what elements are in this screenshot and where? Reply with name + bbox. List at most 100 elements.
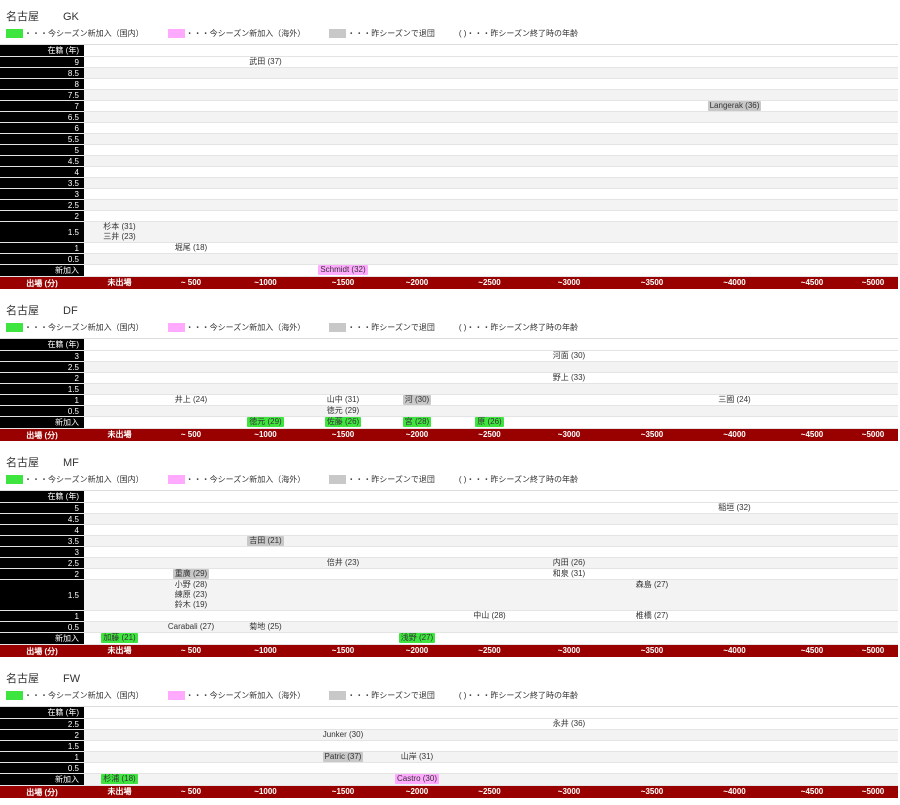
player-cell: 加藤 (21) bbox=[84, 633, 155, 643]
row-body bbox=[84, 763, 898, 773]
row-label: 1 bbox=[0, 395, 84, 405]
table-row: 7 Langerak (36) bbox=[0, 101, 898, 112]
player-cell: 浅野 (27) bbox=[382, 633, 452, 643]
table-row: 3.5 吉田 (21) bbox=[0, 536, 898, 547]
player-cell: Patric (37) bbox=[304, 752, 382, 762]
row-body: 河面 (30) bbox=[84, 351, 898, 361]
row-label: 3 bbox=[0, 189, 84, 199]
player-cell: 稲垣 (32) bbox=[718, 503, 751, 512]
header-row: 在籍 (年) bbox=[0, 339, 898, 351]
row-body bbox=[84, 112, 898, 122]
xaxis-label: ~2500 bbox=[478, 787, 501, 796]
player-cell: 三井 (23) bbox=[103, 232, 136, 241]
player-cell: Castro (30) bbox=[382, 774, 452, 784]
table-row: 4.5 bbox=[0, 156, 898, 167]
player-cell: 堀尾 (18) bbox=[174, 243, 208, 252]
row-label: 新加入 bbox=[0, 633, 84, 644]
row-body: 加藤 (21) 浅野 (27) bbox=[84, 633, 898, 644]
row-body bbox=[84, 254, 898, 264]
row-body: 重廣 (29) 和泉 (31) bbox=[84, 569, 898, 579]
xaxis-label: ~1500 bbox=[331, 430, 355, 439]
row-body bbox=[84, 200, 898, 210]
table-row: 新加入 Schmidt (32) bbox=[0, 265, 898, 277]
row-line bbox=[84, 491, 898, 501]
xaxis-label: 未出場 bbox=[107, 430, 132, 439]
player-badge-green: 杉浦 (18) bbox=[101, 774, 138, 784]
xaxis-row: 出場 (分) 未出場 ~ 500 ~1000 ~1500 ~2000 ~2500 ~3000 ~… bbox=[0, 277, 898, 289]
row-body bbox=[84, 547, 898, 557]
table-row: 0.5 徳元 (29) bbox=[0, 406, 898, 417]
xaxis-label: ~4500 bbox=[800, 430, 824, 439]
row-body bbox=[84, 123, 898, 133]
player-cell: 山岸 (31) bbox=[400, 752, 434, 761]
header-row: 在籍 (年) bbox=[0, 491, 898, 503]
table-row: 5.5 bbox=[0, 134, 898, 145]
team-name: 名古屋 bbox=[6, 457, 39, 469]
table-row: 2 bbox=[0, 211, 898, 222]
row-body bbox=[84, 362, 898, 372]
player-badge-pink: Schmidt (32) bbox=[318, 265, 368, 275]
table-row: 新加入 加藤 (21) 浅野 (27) bbox=[0, 633, 898, 645]
row-line bbox=[84, 707, 898, 717]
row-label: 6 bbox=[0, 123, 84, 133]
row-label: 2 bbox=[0, 730, 84, 740]
row-axis-title: 在籍 (年) bbox=[0, 707, 84, 718]
xaxis-row: 出場 (分) 未出場 ~ 500 ~1000 ~1500 ~2000 ~2500 ~3000 ~… bbox=[0, 645, 898, 657]
legend-label: ( )・・・昨シーズン終了時の年齢 bbox=[458, 475, 578, 484]
legend-item: ・・・今シーズン新加入（海外） bbox=[167, 28, 306, 39]
table-row: 2 重廣 (29) 和泉 (31) bbox=[0, 569, 898, 580]
table-row: 新加入 徳元 (29) 佐藤 (26) 宮 (28) 原 (26) bbox=[0, 417, 898, 429]
xaxis-label: 未出場 bbox=[107, 787, 132, 796]
xaxis-label: ~3500 bbox=[640, 646, 664, 655]
legend-label: ・・・今シーズン新加入（国内） bbox=[24, 475, 144, 484]
player-cell: 徳元 (29) bbox=[326, 406, 360, 415]
table-row: 1 中山 (28) 椎橋 (27) bbox=[0, 611, 898, 622]
row-label: 4 bbox=[0, 525, 84, 535]
xaxis-label: ~4000 bbox=[723, 278, 746, 287]
xaxis-label: ~2500 bbox=[478, 430, 501, 439]
xaxis-label: ~1000 bbox=[254, 430, 277, 439]
legend-item: ・・・今シーズン新加入（海外） bbox=[167, 322, 305, 333]
table-row: 1 Patric (37) 山岸 (31) bbox=[0, 752, 898, 763]
row-body: 堀尾 (18) bbox=[84, 243, 898, 253]
table-row: 4.5 bbox=[0, 514, 898, 525]
legend-swatch-pink-icon bbox=[167, 475, 185, 484]
xaxis-label: ~3000 bbox=[557, 646, 581, 655]
row-axis-title: 在籍 (年) bbox=[0, 491, 84, 502]
row-line: 杉本 (31) bbox=[84, 222, 898, 232]
row-body: 野上 (33) bbox=[84, 373, 898, 383]
row-line bbox=[84, 741, 898, 751]
row-line: 井上 (24) 山中 (31) 河 (30) 三國 (24) bbox=[84, 395, 898, 405]
row-body: 徳元 (29) 佐藤 (26) 宮 (28) 原 (26) bbox=[84, 417, 898, 428]
tenure-table: 在籍 (年) 2.5 永井 (36) 2 Junker (30) 1.5 1 Patric (… bbox=[0, 706, 898, 798]
row-body: Carabali (27) 菊地 (25) bbox=[84, 622, 898, 632]
xaxis-label: ~5000 bbox=[861, 646, 885, 655]
xaxis-row: 出場 (分) 未出場 ~ 500 ~1000 ~1500 ~2000 ~2500 ~3000 ~… bbox=[0, 429, 898, 441]
row-line bbox=[84, 362, 898, 372]
legend-item: ・・・今シーズン新加入（国内） bbox=[6, 690, 144, 701]
row-body bbox=[84, 707, 898, 718]
row-label: 2 bbox=[0, 373, 84, 383]
xaxis-label: ~ 500 bbox=[180, 278, 202, 287]
table-row: 6.5 bbox=[0, 112, 898, 123]
legend-label: ・・・今シーズン新加入（海外） bbox=[185, 29, 306, 38]
legend-item: ・・・今シーズン新加入（国内） bbox=[6, 474, 144, 485]
player-badge-gray: Patric (37) bbox=[322, 752, 364, 762]
legend-item: ( )・・・昨シーズン終了時の年齢 bbox=[459, 322, 578, 333]
row-line: 練原 (23) bbox=[84, 590, 898, 600]
row-line: 加藤 (21) 浅野 (27) bbox=[84, 633, 898, 643]
row-label: 5.5 bbox=[0, 134, 84, 144]
row-body bbox=[84, 514, 898, 524]
row-line: Junker (30) bbox=[84, 730, 898, 740]
row-body bbox=[84, 384, 898, 394]
xaxis-label: ~5000 bbox=[861, 430, 885, 439]
legend-swatch-gray-icon bbox=[329, 691, 347, 700]
player-cell: 三國 (24) bbox=[718, 395, 751, 404]
player-cell: Carabali (27) bbox=[167, 622, 215, 631]
row-line: 永井 (36) bbox=[84, 719, 898, 729]
section-fw: 名古屋 FW ・・・今シーズン新加入（国内） ・・・今シーズン新加入（海外） ・・・昨シ… bbox=[0, 664, 900, 798]
legend-label: ・・・昨シーズンで退団 bbox=[347, 29, 435, 38]
player-cell: 河 (30) bbox=[382, 395, 452, 405]
player-cell: 練原 (23) bbox=[174, 590, 208, 599]
